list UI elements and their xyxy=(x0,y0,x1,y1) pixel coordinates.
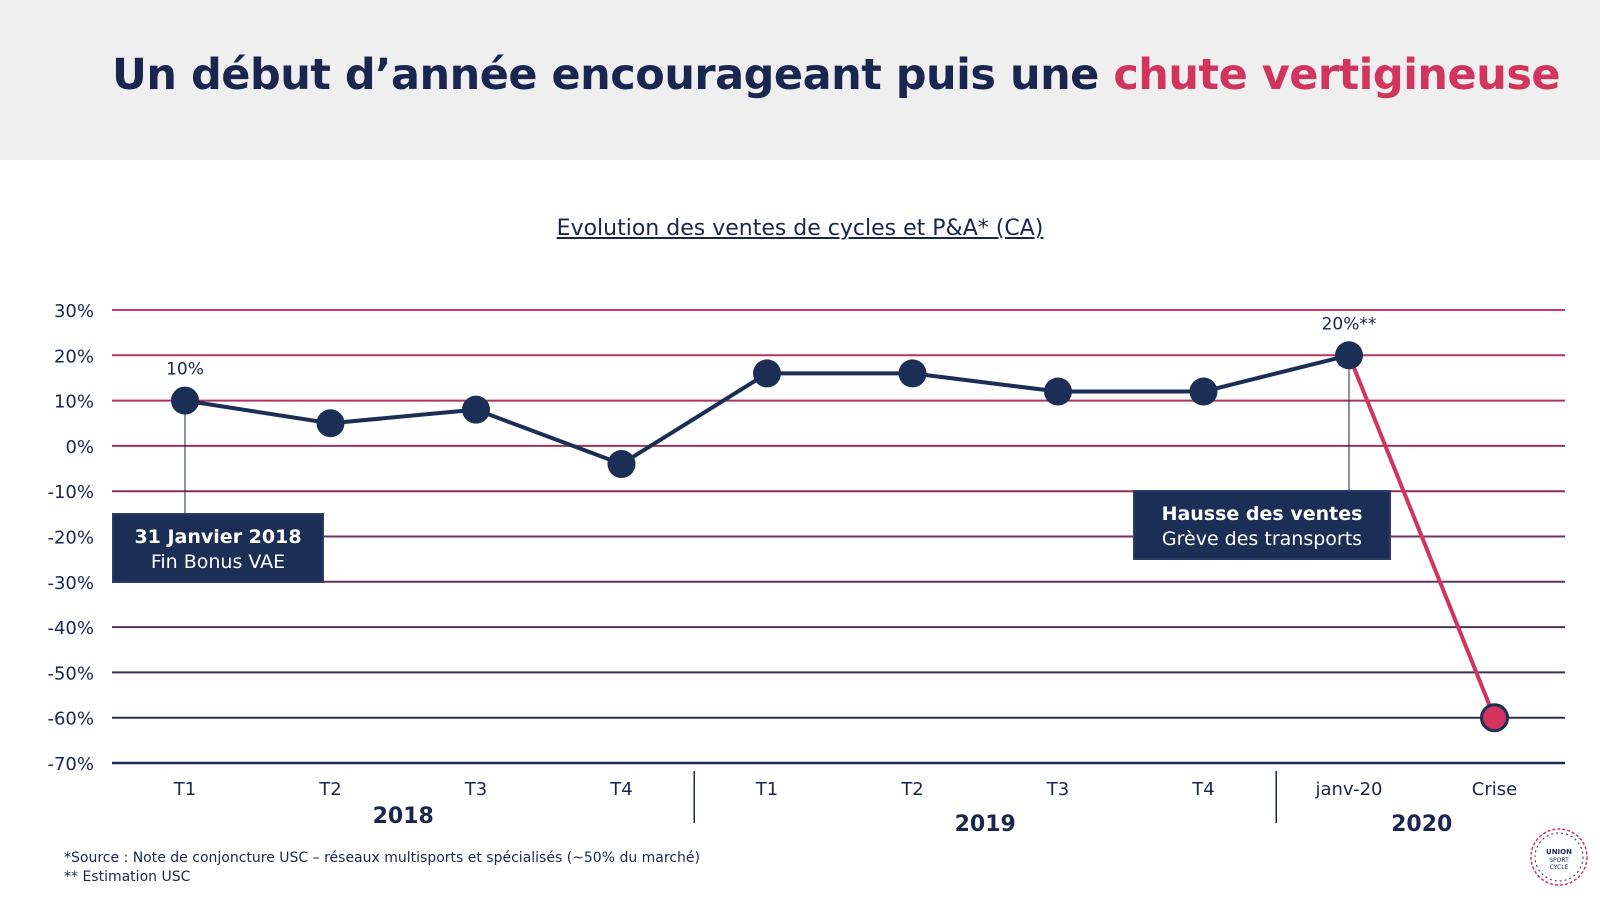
y-tick-label: -30% xyxy=(47,573,94,594)
annotation-greve-text: Grève des transports xyxy=(1161,528,1363,550)
annotation-greve-title: Hausse des ventes xyxy=(1161,503,1363,525)
data-point xyxy=(1335,341,1363,370)
x-tick-label: janv-20 xyxy=(1314,779,1382,800)
annotation-bonus-vae-text: Fin Bonus VAE xyxy=(150,551,286,573)
union-sport-cycle-logo-icon: UNION SPORT CYCLE xyxy=(1530,828,1588,886)
y-tick-label: 30% xyxy=(54,301,94,322)
x-tick-label: T4 xyxy=(609,779,632,800)
data-point xyxy=(1189,377,1218,406)
svg-text:CYCLE: CYCLE xyxy=(1550,864,1569,871)
data-point xyxy=(607,450,636,479)
annotation-bonus-vae: 31 Janvier 2018 Fin Bonus VAE xyxy=(112,513,324,583)
x-tick-label: T3 xyxy=(464,779,487,800)
y-tick-label: -70% xyxy=(47,754,94,775)
data-point xyxy=(462,395,490,424)
data-point xyxy=(171,386,199,415)
y-tick-label: -60% xyxy=(47,709,94,730)
year-label: 2020 xyxy=(1391,812,1452,837)
x-tick-label: T1 xyxy=(755,779,778,800)
data-label: 20%** xyxy=(1322,314,1377,334)
data-point xyxy=(316,409,345,438)
y-tick-label: -40% xyxy=(47,618,94,639)
annotation-bonus-vae-title: 31 Janvier 2018 xyxy=(134,526,302,548)
chart-title: Evolution des ventes de cycles et P&A* (… xyxy=(556,216,1044,241)
x-tick-label: T3 xyxy=(1046,779,1069,800)
x-tick-label: T1 xyxy=(173,779,196,800)
title-banner xyxy=(0,0,1600,160)
year-label: 2018 xyxy=(373,804,434,829)
crisis-line xyxy=(1347,354,1497,719)
x-tick-label: T2 xyxy=(900,779,923,800)
y-tick-label: 20% xyxy=(54,346,94,367)
data-point xyxy=(1044,377,1072,406)
y-tick-label: 0% xyxy=(65,437,94,458)
x-tick-label: T2 xyxy=(318,779,341,800)
page-title: Un début d’année encourageant puis une c… xyxy=(112,50,1582,100)
year-label: 2019 xyxy=(955,812,1016,837)
data-point xyxy=(753,359,781,388)
svg-text:SPORT: SPORT xyxy=(1549,857,1569,864)
y-tick-label: 10% xyxy=(54,392,94,413)
data-point xyxy=(898,359,927,388)
x-tick-label: T4 xyxy=(1191,779,1214,800)
y-tick-label: -20% xyxy=(47,528,94,549)
data-point xyxy=(1480,703,1509,733)
title-accent: chute vertigineuse xyxy=(1113,50,1561,100)
footnote-estimation: ** Estimation USC xyxy=(64,869,191,885)
y-tick-label: -10% xyxy=(47,482,94,503)
svg-text:UNION: UNION xyxy=(1546,848,1572,856)
footnote-source: *Source : Note de conjoncture USC – rése… xyxy=(64,850,700,866)
y-tick-label: -50% xyxy=(47,663,94,684)
data-label: 10% xyxy=(166,360,204,380)
title-main: Un début d’année encourageant puis une xyxy=(112,50,1114,100)
annotation-greve: Hausse des ventes Grève des transports xyxy=(1133,490,1391,560)
x-tick-label: Crise xyxy=(1472,779,1517,800)
